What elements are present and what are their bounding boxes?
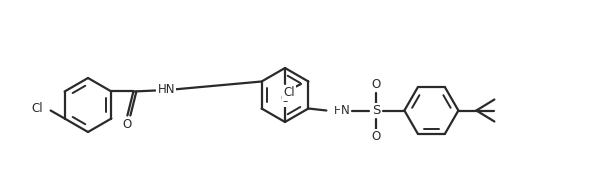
- Text: O: O: [123, 118, 132, 131]
- Text: O: O: [372, 78, 381, 91]
- Text: O: O: [372, 130, 381, 143]
- Text: HN: HN: [158, 83, 175, 96]
- Text: S: S: [372, 104, 380, 117]
- Text: Cl: Cl: [283, 86, 295, 100]
- Text: H: H: [334, 105, 343, 116]
- Text: O: O: [280, 93, 290, 105]
- Text: N: N: [341, 104, 350, 117]
- Text: Cl: Cl: [31, 102, 43, 115]
